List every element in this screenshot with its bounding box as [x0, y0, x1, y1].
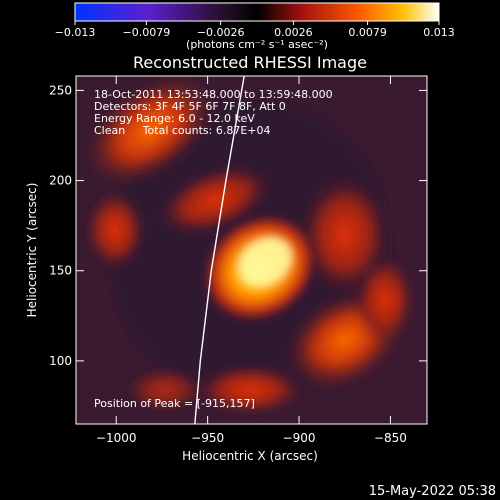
solar-limb-line [194, 76, 245, 424]
colorbar-tick-label: 0.0079 [348, 26, 387, 39]
x-tick-label: −850 [374, 431, 407, 445]
peak-position-label: Position of Peak = [-915,157] [94, 397, 255, 410]
annotation-detectors: Detectors: 3F 4F 5F 6F 7F 8F, Att 0 [94, 100, 286, 113]
annotation-energy-range: Energy Range: 6.0 - 12.0 keV [94, 112, 255, 125]
colorbar-tick-label: −0.0079 [123, 26, 171, 39]
colorbar-tick-label: 0.013 [423, 26, 455, 39]
y-axis-ticks: 100 150 200 250 [49, 83, 427, 368]
y-tick-label: 250 [49, 83, 72, 97]
colorbar [74, 2, 440, 22]
y-axis-label: Heliocentric Y (arcsec) [25, 183, 39, 318]
y-tick-label: 100 [49, 354, 72, 368]
x-axis-label: Heliocentric X (arcsec) [182, 449, 318, 463]
x-tick-label: −1000 [96, 431, 137, 445]
plot-frame [75, 75, 428, 425]
annotation-time-range: 18-Oct-2011 13:53:48.000 to 13:59:48.000 [94, 88, 333, 101]
heatmap-image [76, 76, 427, 424]
x-axis-ticks: −1000 −950 −900 −850 [96, 76, 407, 445]
colorbar-tick-label: −0.013 [55, 26, 96, 39]
colorbar-tick-label: −0.0026 [197, 26, 245, 39]
x-tick-label: −900 [283, 431, 316, 445]
colorbar-units: (photons cm⁻² s⁻¹ asec⁻²) [186, 38, 328, 51]
colorbar-tick-label: 0.0026 [274, 26, 313, 39]
annotation-block: 18-Oct-2011 13:53:48.000 to 13:59:48.000… [94, 88, 333, 137]
y-tick-label: 150 [49, 264, 72, 278]
chart-title: Reconstructed RHESSI Image [133, 53, 367, 72]
annotation-counts: Clean Total counts: 6.87E+04 [94, 124, 271, 137]
y-tick-label: 200 [49, 174, 72, 188]
x-tick-label: −950 [191, 431, 224, 445]
timestamp: 15-May-2022 05:38 [369, 484, 496, 499]
colorbar-ticks: −0.013 −0.0079 −0.0026 0.0026 0.0079 0.013 [55, 21, 455, 39]
